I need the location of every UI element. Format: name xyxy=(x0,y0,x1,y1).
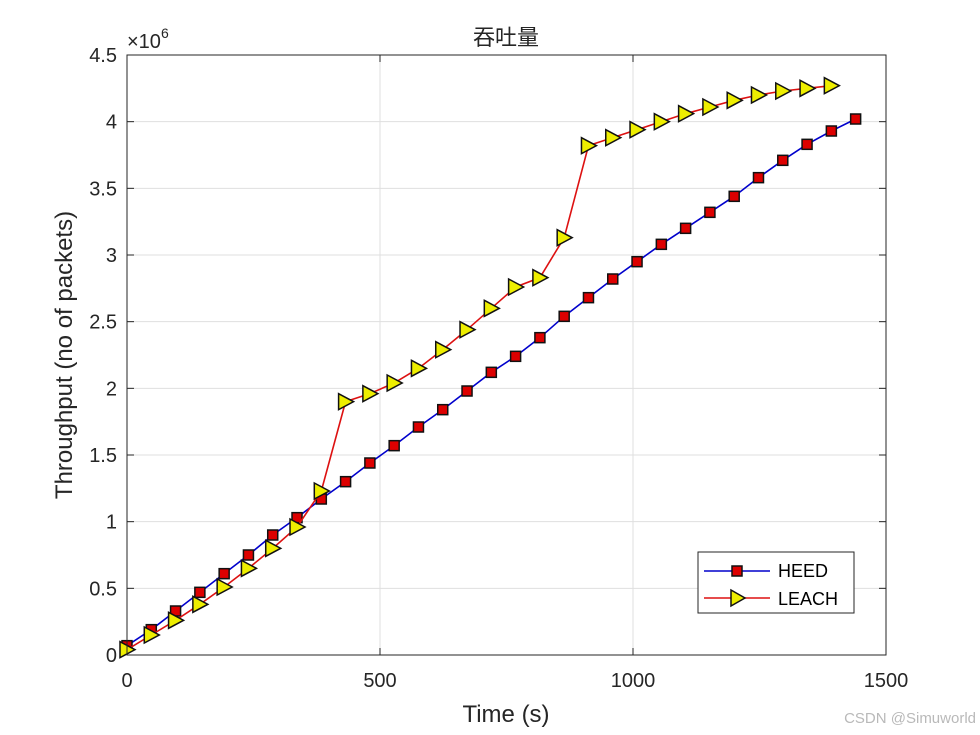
y-tick-label: 1 xyxy=(106,512,117,534)
y-tick-label: 1.5 xyxy=(89,445,117,467)
data-point-leach xyxy=(337,392,356,411)
y-exponent-base: ×10 xyxy=(127,31,161,53)
data-point-leach xyxy=(362,384,380,403)
data-point-leach xyxy=(799,79,817,98)
data-point-heed xyxy=(242,549,255,561)
data-point-heed xyxy=(655,238,668,251)
data-point-leach xyxy=(507,277,526,297)
data-point-leach xyxy=(240,559,259,578)
data-point-leach xyxy=(556,228,574,247)
y-tick-label: 3 xyxy=(106,245,117,267)
data-point-leach xyxy=(167,611,186,630)
series-leach xyxy=(119,76,841,659)
data-point-heed xyxy=(679,222,692,235)
data-point-leach xyxy=(580,136,599,155)
grid-lines xyxy=(127,55,886,655)
data-point-heed xyxy=(582,291,595,304)
legend-box xyxy=(697,551,855,614)
data-point-heed xyxy=(801,138,813,151)
data-point-leach xyxy=(459,320,477,339)
data-point-leach xyxy=(289,517,307,537)
data-point-leach xyxy=(653,112,671,131)
data-point-heed xyxy=(558,310,570,323)
axes-box xyxy=(126,54,887,656)
data-point-heed xyxy=(534,331,546,344)
data-point-heed xyxy=(849,113,862,125)
data-point-leach xyxy=(216,577,234,597)
data-point-heed xyxy=(194,586,206,599)
chart-title: 吞吐量 xyxy=(473,26,539,51)
data-point-leach xyxy=(750,85,769,105)
y-tick-label: 0 xyxy=(106,645,117,667)
tick-layer: 0 500 1000 1500 0 0.5 1 1.5 2 2.5 3 3.5 4 4.5 xyxy=(89,45,908,692)
data-point-heed xyxy=(777,154,789,167)
data-point-heed xyxy=(436,403,449,416)
data-point-heed xyxy=(339,475,352,488)
legend: HEED LEACH xyxy=(697,551,855,614)
data-point-leach xyxy=(629,120,647,139)
x-axis-label: Time (s) xyxy=(462,701,549,728)
data-point-heed xyxy=(607,273,619,285)
legend-heed-label: HEED xyxy=(778,561,828,581)
data-point-heed xyxy=(728,190,740,203)
data-point-leach xyxy=(823,76,841,95)
y-tick-label: 4 xyxy=(106,112,117,134)
legend-heed-marker xyxy=(731,565,743,577)
y-tick-label: 4.5 xyxy=(89,45,117,67)
y-exponent-power: 6 xyxy=(161,25,169,41)
x-tick-label: 0 xyxy=(121,670,132,692)
data-point-leach xyxy=(726,91,744,110)
x-tick-label: 1500 xyxy=(864,670,909,692)
data-point-heed xyxy=(704,206,716,219)
y-tick-label: 0.5 xyxy=(89,578,117,600)
legend-leach-marker xyxy=(730,588,747,608)
data-point-heed xyxy=(825,125,838,137)
y-tick-label: 2.5 xyxy=(89,312,117,334)
data-point-leach xyxy=(677,104,696,123)
data-point-leach xyxy=(264,539,283,558)
y-tick-label: 3.5 xyxy=(89,178,117,200)
series-layer xyxy=(119,76,862,659)
y-tick-label: 2 xyxy=(106,378,117,400)
data-point-leach xyxy=(702,97,720,117)
data-point-heed xyxy=(266,529,279,541)
data-point-leach xyxy=(532,268,550,287)
data-point-leach xyxy=(313,481,331,501)
data-point-leach xyxy=(386,373,404,393)
data-point-heed xyxy=(412,421,425,433)
data-point-leach xyxy=(605,128,623,147)
data-point-heed xyxy=(388,439,400,452)
data-point-heed xyxy=(461,385,473,397)
data-point-leach xyxy=(775,81,793,101)
series-heed xyxy=(121,113,862,652)
y-axis-label: Throughput (no of packets) xyxy=(51,211,78,499)
data-point-leach xyxy=(483,299,501,318)
data-point-heed xyxy=(631,255,643,268)
data-point-leach xyxy=(192,595,210,614)
data-point-heed xyxy=(752,171,765,184)
data-point-heed xyxy=(218,567,230,580)
data-point-leach xyxy=(434,340,453,359)
data-point-heed xyxy=(509,350,522,363)
data-point-leach xyxy=(410,359,429,378)
legend-leach-label: LEACH xyxy=(778,589,838,609)
data-point-heed xyxy=(485,366,498,379)
y-exponent-label: ×106 xyxy=(127,25,169,53)
x-tick-label: 1000 xyxy=(611,670,656,692)
watermark: CSDN @Simuworld xyxy=(844,710,976,727)
x-tick-label: 500 xyxy=(363,670,396,692)
data-point-heed xyxy=(364,457,376,469)
data-point-leach xyxy=(143,625,161,645)
